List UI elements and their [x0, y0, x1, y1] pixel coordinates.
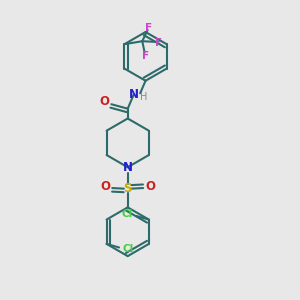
Text: F: F — [155, 38, 162, 48]
Text: S: S — [124, 182, 132, 195]
Text: N: N — [123, 161, 133, 174]
Text: Cl: Cl — [122, 244, 134, 254]
Text: O: O — [145, 180, 155, 194]
Text: O: O — [100, 180, 110, 194]
Text: O: O — [100, 95, 110, 108]
Text: F: F — [145, 23, 152, 33]
Text: H: H — [140, 92, 147, 102]
Text: N: N — [129, 88, 139, 101]
Text: F: F — [142, 51, 149, 61]
Text: Cl: Cl — [122, 209, 133, 219]
